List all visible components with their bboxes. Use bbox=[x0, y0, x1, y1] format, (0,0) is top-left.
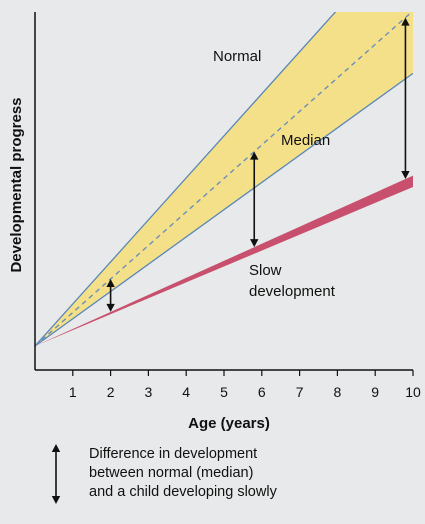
legend-arrow-icon bbox=[51, 444, 61, 504]
x-axis-title: Age (years) bbox=[188, 415, 270, 432]
x-tick-label-7: 7 bbox=[296, 384, 304, 400]
median-line bbox=[35, 12, 413, 347]
x-tick-label-10: 10 bbox=[405, 384, 421, 400]
normal-label: Normal bbox=[213, 48, 261, 65]
legend-line-3: and a child developing slowly bbox=[89, 484, 278, 500]
plot-area bbox=[35, 12, 413, 347]
median-label: Median bbox=[281, 132, 330, 149]
slow-label-line2: development bbox=[249, 283, 336, 300]
slow-label-line1: Slow bbox=[249, 262, 282, 279]
x-tick-label-3: 3 bbox=[145, 384, 153, 400]
x-tick-label-1: 1 bbox=[69, 384, 77, 400]
slow-development-band bbox=[35, 175, 413, 346]
x-ticks: 1 2 3 4 5 6 7 8 9 10 bbox=[69, 370, 421, 400]
x-tick-label-8: 8 bbox=[334, 384, 342, 400]
x-tick-label-5: 5 bbox=[220, 384, 228, 400]
difference-arrow-age-2 bbox=[106, 278, 115, 312]
y-axis-title: Developmental progress bbox=[8, 97, 25, 272]
difference-arrow-age-5-8 bbox=[250, 151, 259, 248]
legend: Difference in development between normal… bbox=[51, 444, 278, 504]
normal-lower-edge bbox=[35, 72, 413, 347]
difference-arrows bbox=[106, 17, 410, 312]
legend-line-2: between normal (median) bbox=[89, 465, 253, 481]
x-tick-label-2: 2 bbox=[107, 384, 115, 400]
x-tick-label-9: 9 bbox=[371, 384, 379, 400]
normal-upper-edge bbox=[35, 12, 337, 347]
x-tick-label-6: 6 bbox=[258, 384, 266, 400]
legend-line-1: Difference in development bbox=[89, 446, 257, 462]
legend-double-arrow bbox=[51, 444, 61, 504]
x-tick-label-4: 4 bbox=[182, 384, 190, 400]
difference-arrow-age-9-8 bbox=[401, 17, 410, 180]
